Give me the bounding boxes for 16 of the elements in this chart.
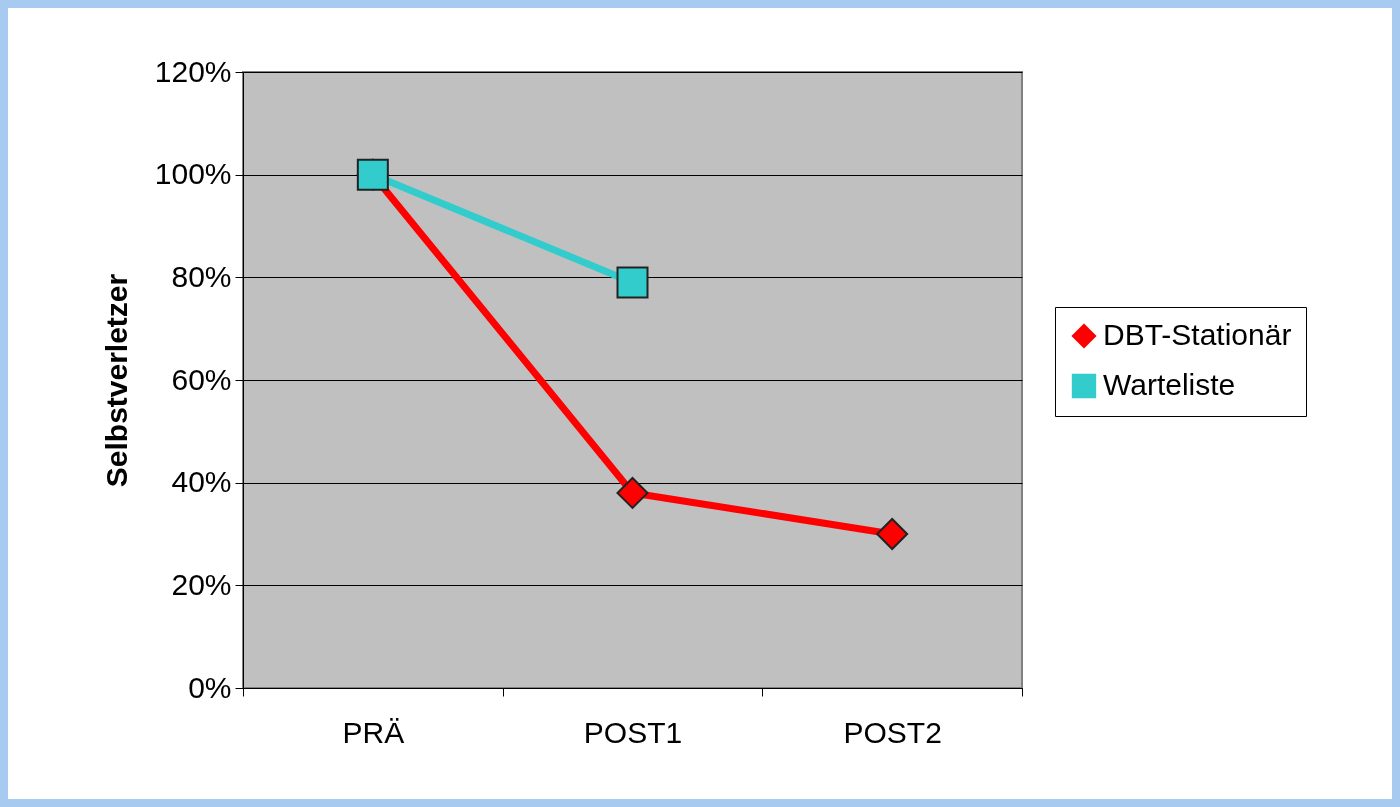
point bbox=[616, 266, 649, 299]
y-tick-label: 60% bbox=[171, 362, 232, 396]
y-tick-label: 100% bbox=[154, 157, 232, 191]
y-axis-title: Selbstverletzer bbox=[99, 273, 133, 488]
y-tick-label: 0% bbox=[188, 670, 232, 704]
point bbox=[616, 476, 649, 509]
y-tick-label: 80% bbox=[171, 259, 232, 293]
x-tick-label: POST2 bbox=[843, 715, 942, 749]
y-tick-label: 120% bbox=[154, 54, 232, 88]
y-tick-label: 40% bbox=[171, 465, 232, 499]
x-tick-label: POST1 bbox=[583, 715, 683, 749]
x-tick-label: PRÄ bbox=[342, 715, 405, 749]
legend-label: Warteliste bbox=[1103, 368, 1236, 401]
y-tick-label: 20% bbox=[171, 567, 232, 601]
point bbox=[876, 518, 909, 550]
legend-label: DBT-Stationär bbox=[1103, 318, 1292, 351]
